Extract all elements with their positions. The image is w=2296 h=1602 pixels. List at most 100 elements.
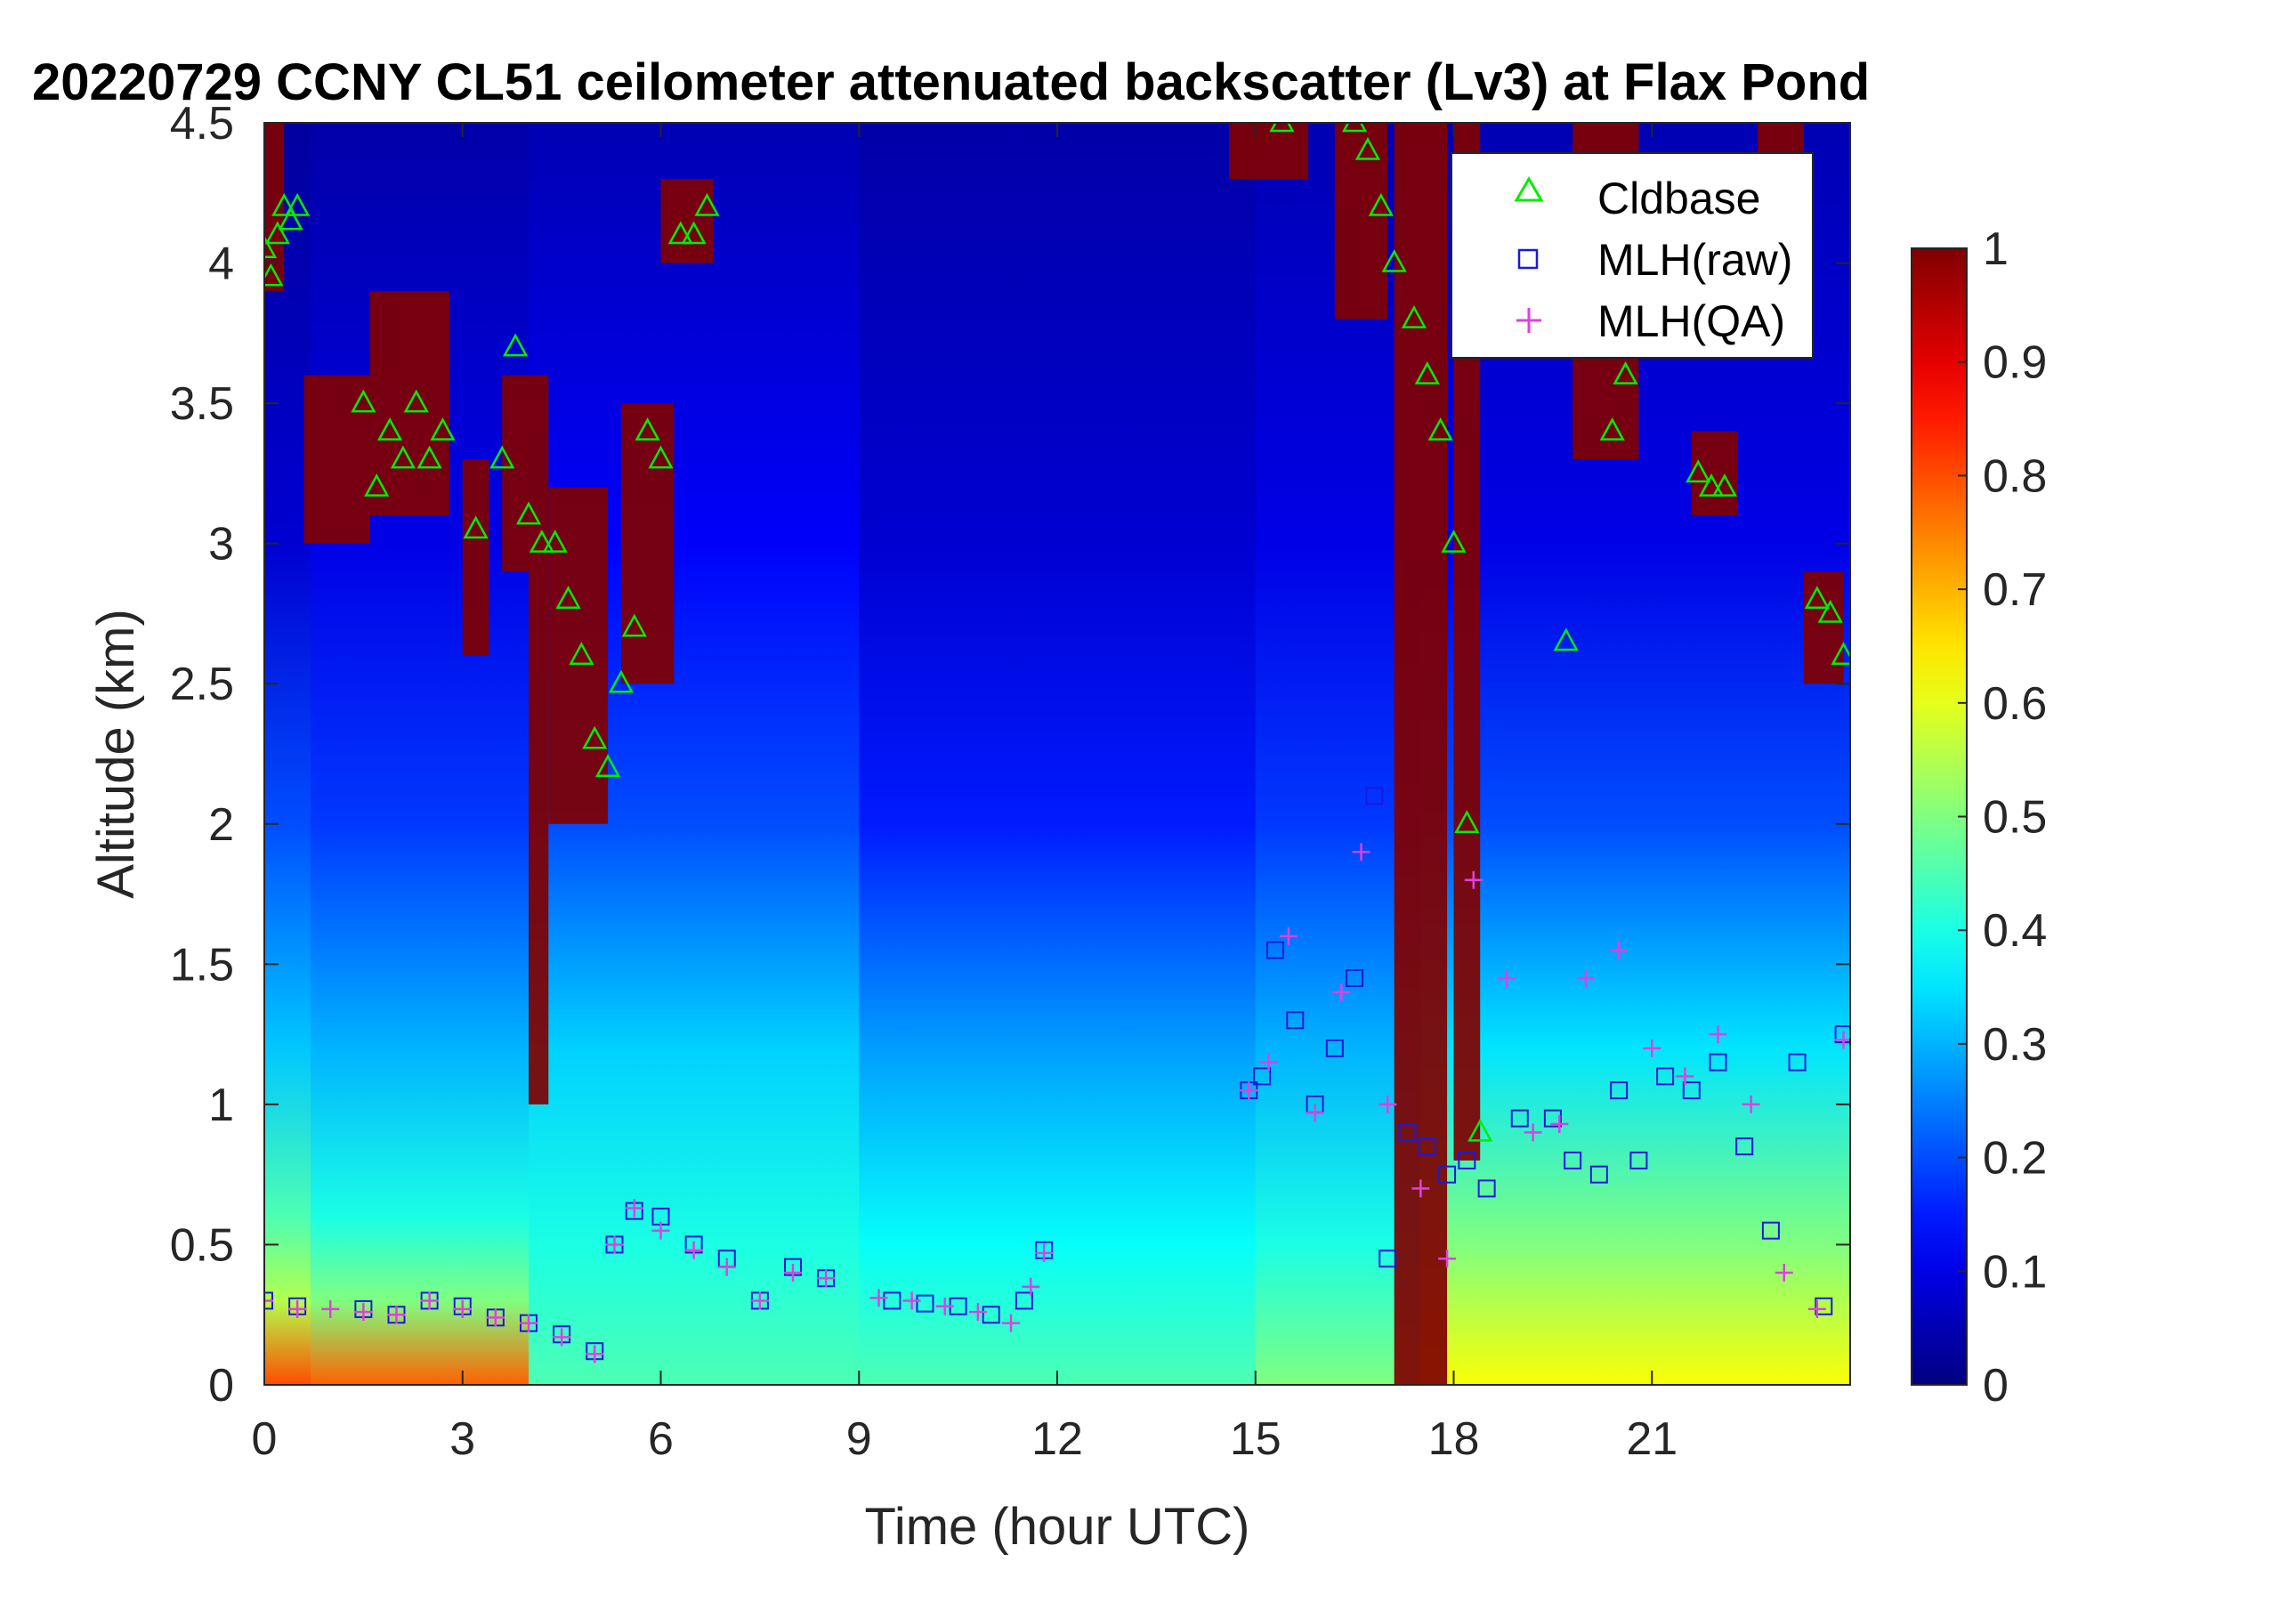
mlh-raw-point: [1378, 1250, 1397, 1268]
mlh-raw-point: [1656, 1067, 1675, 1086]
mlh-raw-point: [982, 1306, 1000, 1324]
mlh-raw-point: [1477, 1179, 1496, 1198]
cloud-layer: [660, 179, 714, 263]
legend-label-mlhraw: MLH(raw): [1597, 235, 1792, 285]
mlh-qa-point: [625, 1199, 643, 1218]
y-tick-label: 1.5: [170, 939, 234, 991]
mlh-raw-point: [883, 1291, 901, 1310]
cldbase-point: [608, 669, 635, 693]
cloud-layer: [1804, 571, 1844, 684]
y-tick-label: 2.5: [170, 659, 234, 710]
cldbase-point: [463, 515, 489, 539]
mlh-qa-point: [1643, 1039, 1661, 1057]
cloud-layer: [1691, 431, 1738, 516]
mlh-qa-point: [387, 1306, 406, 1324]
y-tick-label: 4.5: [170, 98, 234, 150]
cldbase-point: [264, 221, 290, 245]
cldbase-point: [503, 333, 529, 357]
mlh-raw-point: [1788, 1053, 1807, 1072]
mlh-qa-point: [1550, 1114, 1569, 1133]
mlh-qa-point: [1306, 1104, 1324, 1122]
cldbase-point: [635, 417, 660, 441]
mlh-qa-point: [1775, 1263, 1793, 1282]
cldbase-point: [1831, 642, 1850, 665]
cloud-layer: [1229, 123, 1309, 180]
x-tick-label: 3: [449, 1413, 475, 1465]
mlh-raw-point: [1709, 1053, 1727, 1072]
y-tick-label: 0: [208, 1360, 234, 1412]
cldbase-point: [430, 417, 456, 441]
mlh-raw-point: [1253, 1067, 1272, 1086]
cldbase-point: [1804, 586, 1830, 609]
x-axis-label: Time (hour UTC): [865, 1498, 1250, 1556]
cldbase-point: [621, 613, 647, 637]
mlh-raw-point: [1629, 1151, 1648, 1169]
cldbase-point: [681, 221, 707, 245]
cloud-layer: [529, 375, 549, 1104]
cldbase-point: [667, 221, 693, 245]
cldbase-point: [1698, 473, 1725, 497]
mlh-qa-point: [1035, 1243, 1054, 1262]
x-tick-label: 18: [1428, 1413, 1480, 1465]
cloud-layer: [303, 375, 370, 544]
mlh-qa-point: [1807, 1299, 1826, 1318]
cldbase-point: [1553, 627, 1579, 651]
mlh-raw-point: [1398, 1123, 1417, 1142]
cldbase-point: [1599, 417, 1625, 441]
mlh-raw-point: [1543, 1109, 1562, 1128]
mlh-qa-point: [1002, 1314, 1021, 1332]
mlh-raw-point: [1458, 1151, 1476, 1169]
mlh-qa-point: [869, 1289, 888, 1307]
mlh-raw-point: [1346, 969, 1364, 988]
colorbar-tick-label: 0.7: [1983, 564, 2047, 616]
legend-cldbase-marker: [1514, 176, 1544, 202]
colorbar-tick-label: 1: [1983, 223, 2009, 275]
cldbase-point: [416, 445, 442, 469]
colorbar-tick-label: 0.4: [1983, 905, 2047, 957]
mlh-raw-point: [1761, 1221, 1780, 1240]
colorbar-tick-label: 0.3: [1983, 1019, 2047, 1071]
marker-series: [264, 123, 1850, 1363]
cldbase-point: [1441, 530, 1467, 553]
cldbase-point: [1427, 417, 1453, 441]
cldbase-point: [1354, 136, 1381, 160]
mlh-qa-point: [935, 1297, 954, 1315]
cldbase-point: [1454, 810, 1480, 834]
y-axis-label: Altitude (km): [87, 609, 145, 899]
mlh-raw-point: [1735, 1137, 1754, 1156]
mlh-raw-point: [916, 1294, 934, 1313]
y-tick-label: 3: [208, 519, 234, 570]
mlh-qa-point: [651, 1221, 670, 1240]
cldbase-point: [582, 725, 608, 749]
mlh-raw-point: [1286, 1011, 1305, 1030]
mlh-qa-point: [354, 1303, 373, 1322]
y-tick-label: 4: [208, 239, 234, 290]
cldbase-point: [376, 417, 403, 441]
cldbase-point: [1381, 248, 1407, 272]
cldbase-point: [1817, 599, 1843, 623]
y-tick-label: 3.5: [170, 378, 234, 430]
cldbase-point: [285, 192, 311, 216]
mlh-qa-point: [1464, 870, 1483, 889]
mlh-raw-point: [1266, 941, 1285, 959]
x-axis: 0 3 6 9 12 15 18 21: [252, 123, 1678, 1465]
cloud-layer: [548, 487, 609, 824]
cldbase-point: [1711, 473, 1738, 497]
mlh-qa-point: [264, 1291, 273, 1310]
y-axis: 0 0.5 1 1.5 2 2.5 3 3.5 4 4.5: [170, 98, 1850, 1412]
cloud-layers: [264, 123, 1844, 1385]
mlh-qa-point: [605, 1235, 624, 1254]
cloud-layer: [502, 375, 529, 572]
mlh-qa-point: [1378, 1095, 1397, 1113]
backscatter-heatmap: [264, 123, 1850, 1385]
x-tick-label: 12: [1031, 1413, 1083, 1465]
heatmap-segment: [859, 123, 1257, 1385]
colorbar-tick-label: 0.5: [1983, 792, 2047, 844]
cldbase-point: [278, 206, 303, 231]
cldbase-point: [264, 235, 278, 259]
mlh-raw-point: [1610, 1081, 1629, 1100]
mlh-qa-point: [817, 1269, 836, 1288]
mlh-qa-point: [968, 1303, 987, 1322]
x-tick-label: 0: [252, 1413, 278, 1465]
